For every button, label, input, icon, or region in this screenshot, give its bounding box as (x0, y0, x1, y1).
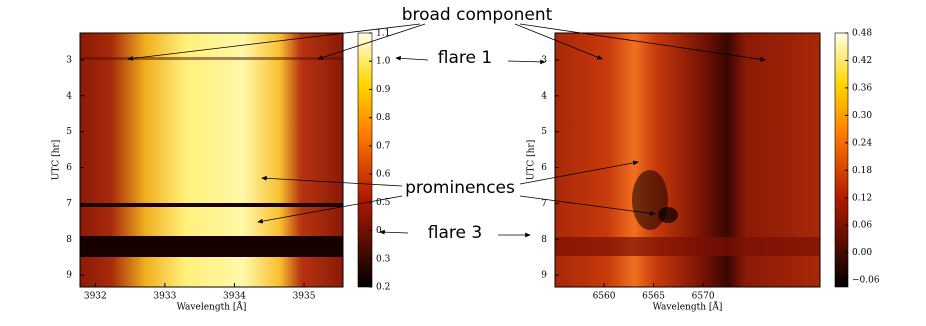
x-tick-label: 3933 (153, 292, 176, 302)
y-tick-label: 5 (541, 127, 547, 137)
colorbar-tick-label: 0.2 (376, 283, 390, 293)
x-tick-label: 3932 (84, 292, 107, 302)
colorbar-tick-label: 0.36 (852, 83, 872, 93)
y-tick-label: 7 (541, 199, 547, 209)
colorbar-tick-label: 0.06 (852, 221, 872, 231)
colorbar-tick-label: 0.12 (852, 193, 872, 203)
colorbar-tick-label: 1.0 (376, 57, 391, 67)
colorbar-tick-label: 0.3 (376, 254, 391, 264)
y-tick-label: 5 (66, 127, 72, 137)
colorbar-tick-label: 0 (376, 226, 382, 236)
colorbar-tick-label: 0.00 (852, 248, 872, 258)
y-axis-label: UTC [hr] (527, 140, 537, 180)
y-tick-label: 9 (66, 271, 72, 281)
x-tick-label: 6570 (692, 292, 715, 302)
colorbar-tick-label: −0.06 (852, 276, 880, 286)
annotation: broad component (402, 5, 553, 25)
colorbar-tick-label: 0.8 (376, 113, 391, 123)
x-tick-label: 3935 (293, 292, 316, 302)
y-tick-label: 8 (66, 235, 72, 245)
y-tick-label: 6 (66, 163, 72, 173)
x-axis-label: Wavelength [Å] (653, 301, 723, 313)
y-tick-label: 6 (541, 163, 547, 173)
x-tick-label: 3934 (223, 292, 246, 302)
x-tick-label: 6560 (593, 292, 616, 302)
y-tick-label: 4 (541, 91, 547, 101)
colorbars (357, 32, 849, 288)
colorbar-tick-label: 0.48 (852, 29, 872, 39)
annotation: flare 3 (428, 223, 482, 243)
colorbar-tick-label: 1.1 (376, 29, 390, 39)
colorbar-tick-label: 0.6 (376, 170, 391, 180)
colorbar-tick-label: 0.7 (376, 141, 391, 151)
y-tick-label: 8 (541, 235, 547, 245)
colorbar-tick-label: 0.5 (376, 198, 391, 208)
colorbar-tick-label: 0.42 (852, 56, 872, 66)
heatmap-left (79, 32, 344, 288)
y-tick-label: 3 (66, 55, 72, 65)
annotations: broad component flare 1 prominences flar… (127, 5, 766, 243)
x-axis-label: Wavelength [Å] (177, 301, 247, 313)
colorbar-tick-label: 0.24 (852, 138, 872, 148)
heatmap-right (554, 32, 821, 288)
y-tick-label: 9 (541, 271, 547, 281)
x-tick-label: 6565 (642, 292, 665, 302)
colorbar-tick-label: 0.9 (376, 85, 391, 95)
colorbar-tick-label: 0.18 (852, 166, 872, 176)
y-tick-label: 3 (541, 55, 547, 65)
annotation: flare 1 (438, 48, 492, 68)
annotation: prominences (405, 178, 515, 198)
y-tick-label: 7 (66, 199, 72, 209)
y-tick-label: 4 (66, 91, 72, 101)
colorbar-tick-label: 0.30 (852, 111, 872, 121)
y-axis-label: UTC [hr] (52, 140, 62, 180)
